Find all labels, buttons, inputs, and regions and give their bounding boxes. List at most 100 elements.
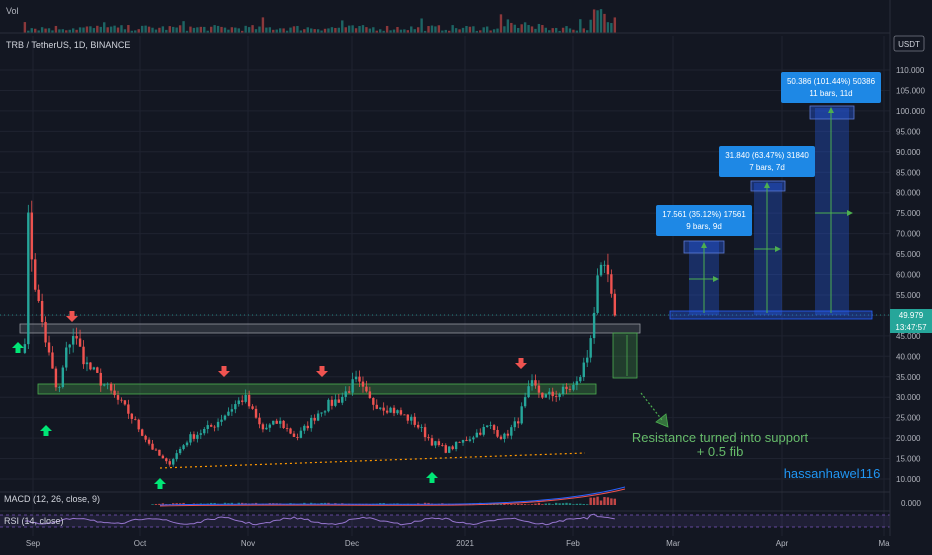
macd-histogram-bar — [541, 504, 544, 505]
candle-body — [23, 344, 27, 353]
candle-body — [158, 449, 161, 456]
candle-body — [37, 289, 40, 301]
time-axis[interactable] — [0, 536, 932, 550]
annotation-note-line1[interactable]: Resistance turned into support — [632, 430, 809, 445]
candle-body — [75, 336, 78, 339]
resistance-zone[interactable] — [19, 323, 641, 334]
price-tick-label: 30.000 — [896, 393, 921, 402]
volume-bar — [492, 29, 496, 33]
candle-body — [503, 433, 506, 439]
measure-label-1[interactable]: 17.561 (35.12%) 17561 9 bars, 9d — [656, 205, 752, 236]
candle-body — [465, 439, 468, 441]
macd-label[interactable]: MACD (12, 26, close, 9) — [4, 494, 100, 504]
volume-bar — [454, 28, 458, 33]
note-pointer-line[interactable] — [640, 392, 663, 421]
price-tick-label: 80.000 — [896, 189, 921, 198]
volume-bar — [213, 25, 216, 33]
volume-bar — [561, 27, 565, 33]
rsi-line — [24, 513, 615, 526]
volume-bar — [489, 30, 492, 33]
price-tick-label: 55.000 — [896, 291, 921, 300]
countdown-tag — [890, 321, 932, 333]
rising-support-line[interactable] — [159, 452, 586, 469]
volume-bar — [320, 30, 323, 33]
time-tick-label: Mar — [666, 539, 680, 548]
symbol-title[interactable]: TRB / TetherUS, 1D, BINANCE — [6, 40, 130, 50]
volume-bar — [410, 26, 413, 33]
volume-bar — [192, 27, 196, 33]
volume-bar — [541, 25, 544, 33]
measure-label-3[interactable]: 50.386 (101.44%) 50386 11 bars, 11d — [781, 72, 881, 103]
candle-body — [530, 380, 534, 387]
candle-body — [254, 408, 258, 418]
candle-body — [527, 386, 530, 398]
volume-bar — [209, 26, 213, 33]
candlesticks — [23, 200, 617, 467]
measure-target-3[interactable] — [809, 105, 855, 315]
note-pointer-head — [655, 413, 669, 428]
macd-histogram-bar — [151, 504, 154, 505]
candle-body — [334, 399, 337, 406]
candle-body — [313, 417, 316, 421]
candle-body — [178, 449, 182, 454]
macd-histogram-bar — [537, 502, 541, 505]
candle-body — [161, 455, 165, 459]
signal-arrows — [12, 311, 527, 489]
macd-histogram-bar — [517, 503, 520, 505]
candle-body — [116, 395, 120, 400]
volume-bar — [71, 28, 75, 33]
candle-body — [96, 367, 99, 373]
measure-label-subtext: 7 bars, 7d — [749, 163, 785, 172]
candle-body — [310, 417, 313, 429]
volume-bar — [47, 28, 51, 33]
price-axis[interactable] — [890, 0, 932, 536]
candle-body — [479, 432, 482, 435]
volume-bar — [575, 30, 579, 33]
macd-histogram-bar — [506, 504, 510, 505]
candle-body — [430, 438, 434, 446]
candle-body — [416, 424, 420, 428]
volume-bar — [468, 26, 472, 33]
currency-badge[interactable] — [893, 35, 925, 52]
author-signature: hassanhawel116 — [784, 466, 881, 481]
candle-body — [213, 426, 216, 428]
macd-histogram-bar — [589, 497, 592, 505]
candle-body — [127, 404, 130, 414]
volume-bar — [223, 27, 227, 33]
volume-bar — [220, 26, 223, 33]
rsi-label[interactable]: RSI (14, close) — [4, 516, 64, 526]
candle-body — [403, 414, 406, 416]
macd-histogram-bar — [527, 504, 530, 505]
volume-bar — [347, 25, 351, 33]
price-tick-label: 35.000 — [896, 373, 921, 382]
candle-body — [306, 425, 309, 429]
rsi-band — [0, 515, 890, 527]
volume-bar — [372, 27, 375, 33]
volume-bar — [544, 27, 548, 33]
candle-body — [34, 259, 37, 290]
price-tick-label: 40.000 — [896, 352, 921, 361]
measure-target-2[interactable] — [750, 180, 786, 315]
macd-histogram-bar — [172, 503, 175, 505]
candle-body — [568, 388, 572, 390]
measure-label-2[interactable]: 31.840 (63.47%) 31840 7 bars, 7d — [719, 146, 815, 177]
measure-base[interactable] — [669, 310, 873, 320]
annotation-note-line2[interactable]: + 0.5 fib — [697, 444, 744, 459]
time-tick-label: Apr — [776, 539, 789, 548]
candle-body — [382, 407, 385, 411]
candle-body — [220, 419, 223, 422]
projection-box[interactable] — [612, 332, 638, 379]
volume-bar — [175, 27, 178, 33]
volume-bar — [244, 25, 247, 33]
volume-bar — [341, 20, 344, 33]
volume-bar — [534, 28, 537, 33]
candle-body — [368, 391, 372, 398]
support-zone[interactable] — [37, 383, 597, 395]
volume-bar — [316, 29, 320, 33]
volume-bar — [448, 30, 451, 33]
time-tick-label: Nov — [241, 539, 255, 548]
volume-bar — [351, 25, 354, 33]
candle-body — [223, 415, 227, 420]
measure-target-1[interactable] — [683, 240, 725, 315]
